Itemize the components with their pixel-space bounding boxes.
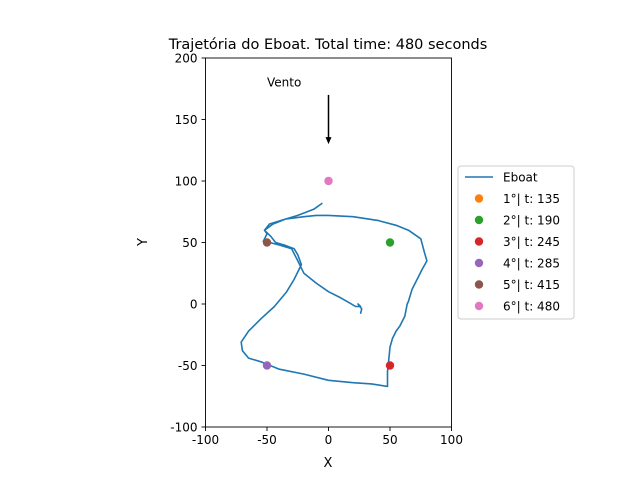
chart-title: Trajetória do Eboat. Total time: 480 sec… — [168, 37, 488, 53]
y-tick-label: -100 — [170, 421, 197, 435]
legend-marker-swatch — [474, 280, 484, 289]
legend-label: 1°| t: 135 — [503, 192, 560, 206]
y-tick-label: 150 — [175, 113, 198, 127]
legend: Eboat 1°| t: 135 2°| t: 190 3°| t: 245 4°| t… — [457, 165, 575, 320]
x-tick-label: -100 — [192, 433, 219, 447]
waypoint-marker-4 — [262, 361, 272, 370]
y-tick-label: 100 — [175, 175, 198, 189]
legend-items: Eboat 1°| t: 135 2°| t: 190 3°| t: 245 4°| t… — [465, 171, 560, 314]
legend-frame — [457, 165, 575, 320]
legend-label: 5°| t: 415 — [503, 278, 560, 292]
legend-marker-swatch — [474, 258, 484, 268]
waypoint-marker-6 — [324, 176, 333, 186]
legend-label: Eboat — [503, 171, 538, 185]
waypoint-marker-2 — [385, 238, 395, 247]
y-axis: -100 -50 0 50 100 150 200 — [170, 52, 206, 435]
x-tick-label: 0 — [325, 433, 333, 447]
y-tick-label: 0 — [190, 298, 198, 312]
legend-marker-swatch — [474, 237, 484, 246]
y-tick-label: 200 — [175, 52, 198, 66]
legend-marker-swatch — [474, 194, 484, 203]
trajectory-line — [240, 202, 428, 388]
y-tick-label: -50 — [178, 359, 198, 373]
legend-label: 4°| t: 285 — [503, 257, 560, 271]
plot-area: Vento — [205, 57, 452, 428]
annotation-layer: Vento — [267, 76, 332, 145]
legend-label: 3°| t: 245 — [503, 235, 560, 249]
legend-marker-swatch — [474, 301, 484, 311]
legend-marker-swatch — [474, 215, 484, 225]
x-tick-label: -50 — [257, 433, 277, 447]
series-layer — [240, 176, 428, 388]
y-tick-label: 50 — [182, 236, 197, 250]
x-axis: -100 -50 0 50 100 — [192, 427, 463, 447]
wind-arrow-head — [325, 137, 332, 145]
x-axis-label: X — [324, 456, 333, 471]
x-tick-label: 100 — [440, 433, 463, 447]
waypoint-marker-3 — [385, 361, 395, 370]
waypoint-marker-5 — [262, 238, 272, 247]
y-axis-label: Y — [136, 238, 151, 247]
wind-annotation-label: Vento — [267, 76, 301, 90]
legend-label: 2°| t: 190 — [503, 214, 560, 228]
legend-label: 6°| t: 480 — [503, 300, 560, 314]
x-tick-label: 50 — [382, 433, 397, 447]
